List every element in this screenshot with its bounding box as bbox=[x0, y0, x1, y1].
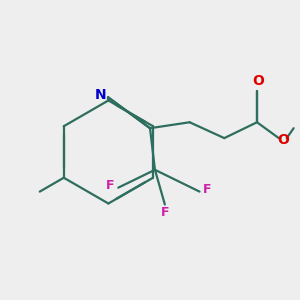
Text: O: O bbox=[277, 133, 289, 147]
Text: F: F bbox=[106, 179, 115, 192]
Text: N: N bbox=[95, 88, 106, 101]
Text: O: O bbox=[252, 74, 264, 88]
Text: F: F bbox=[160, 206, 169, 219]
Text: F: F bbox=[203, 183, 212, 196]
